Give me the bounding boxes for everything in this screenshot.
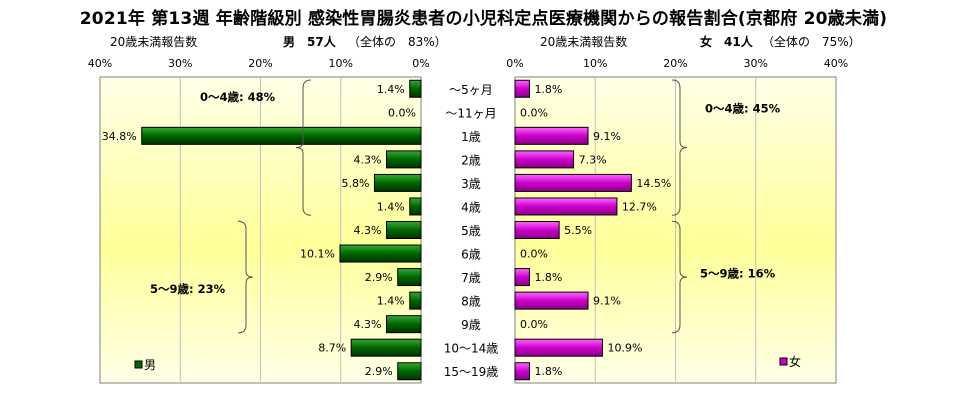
male-value-label: 2.9% [365,271,393,284]
female-value-label: 0.0% [520,106,548,119]
age-category-label: 1歳 [461,130,481,144]
female-age-0-4-annotation: 0～4歳: 45% [705,102,781,116]
right-sex-count: 女 41人 [700,35,753,49]
female-bar [514,291,589,310]
female-age-0-4-brace [671,79,688,216]
female-bar [514,126,589,145]
male-value-label: 1.4% [377,295,405,308]
male-age-5-9-brace [237,220,254,334]
age-category-label: ～11ヶ月 [445,106,496,120]
female-bar [514,362,530,381]
male-bar [409,197,422,216]
male-bar [409,291,422,310]
age-category-label: 3歳 [461,177,481,191]
female-value-label: 0.0% [520,248,548,261]
female-value-label: 14.5% [636,177,671,190]
male-bar [385,150,422,169]
female-value-label: 9.1% [593,130,621,143]
age-category-label: 5歳 [461,224,481,238]
female-age-5-9-brace [671,220,688,334]
female-bar [514,173,632,192]
age-category-label: 4歳 [461,200,481,214]
left-x-tick-label: 40% [88,57,112,70]
male-value-label: 8.7% [318,342,346,355]
male-age-0-4-brace [295,79,312,216]
male-value-label: 5.8% [342,177,370,190]
female-value-label: 9.1% [593,295,621,308]
male-value-label: 4.3% [354,153,382,166]
age-category-label: 6歳 [461,248,481,262]
chart-title: 2021年 第13週 年齢階級別 感染性胃腸炎患者の小児科定点医療機関からの報告… [79,9,888,29]
female-value-label: 1.8% [534,365,562,378]
male-bar [409,79,422,98]
female-bar [514,79,530,98]
male-value-label: 10.1% [300,248,335,261]
right-x-tick-label: 20% [663,57,687,70]
male-value-label: 0.0% [388,106,416,119]
male-age-0-4-annotation: 0～4歳: 48% [200,90,276,104]
female-bar [514,197,618,216]
male-value-label: 4.3% [354,318,382,331]
left-x-tick-label: 10% [329,57,353,70]
male-bar [350,338,422,357]
male-bar [373,173,422,192]
age-category-label: ～5ヶ月 [449,83,493,97]
female-legend-label: 女 [789,354,801,369]
male-bar [397,268,422,287]
male-legend-swatch [134,360,143,369]
age-category-label: 15～19歳 [444,365,499,379]
left-caption: 20歳未満報告数 [110,35,198,49]
male-bar [385,221,422,239]
female-bar [514,338,603,357]
female-value-label: 7.3% [579,153,607,166]
right-share: （全体の 75%） [762,35,861,49]
male-bar [385,315,422,334]
female-value-label: 12.7% [622,200,657,213]
left-x-tick-label: 30% [168,57,192,70]
female-age-5-9-annotation: 5～9歳: 16% [700,266,776,280]
female-bar [514,268,530,287]
left-x-tick-label: 20% [248,57,272,70]
right-x-tick-label: 30% [744,57,768,70]
male-value-label: 4.3% [354,224,382,237]
male-value-label: 2.9% [365,365,393,378]
female-value-label: 1.8% [534,271,562,284]
female-bar [514,150,575,169]
female-legend-swatch [779,357,788,366]
left-sex-count: 男 57人 [283,35,336,49]
age-category-label: 9歳 [461,318,481,332]
male-bar [141,126,422,145]
left-share: （全体の 83%） [348,35,447,49]
right-caption: 20歳未満報告数 [540,35,628,49]
male-value-label: 1.4% [377,83,405,96]
female-value-label: 5.5% [564,224,592,237]
age-category-label: 8歳 [461,295,481,309]
right-x-tick-label: 0% [506,57,523,70]
male-bar [397,362,422,381]
male-value-label: 34.8% [102,130,137,143]
female-value-label: 10.9% [607,342,642,355]
age-category-label: 7歳 [461,271,481,285]
female-value-label: 0.0% [520,318,548,331]
right-x-tick-label: 10% [583,57,607,70]
left-x-tick-label: 0% [412,57,429,70]
female-bar [514,221,560,239]
male-value-label: 1.4% [377,200,405,213]
age-category-label: 10～14歳 [444,342,499,356]
right-x-tick-label: 40% [824,57,848,70]
age-category-label: 2歳 [461,153,481,167]
male-bar [339,244,422,263]
female-value-label: 1.8% [534,83,562,96]
male-legend-label: 男 [144,358,156,372]
male-age-5-9-annotation: 5～9歳: 23% [150,282,226,296]
